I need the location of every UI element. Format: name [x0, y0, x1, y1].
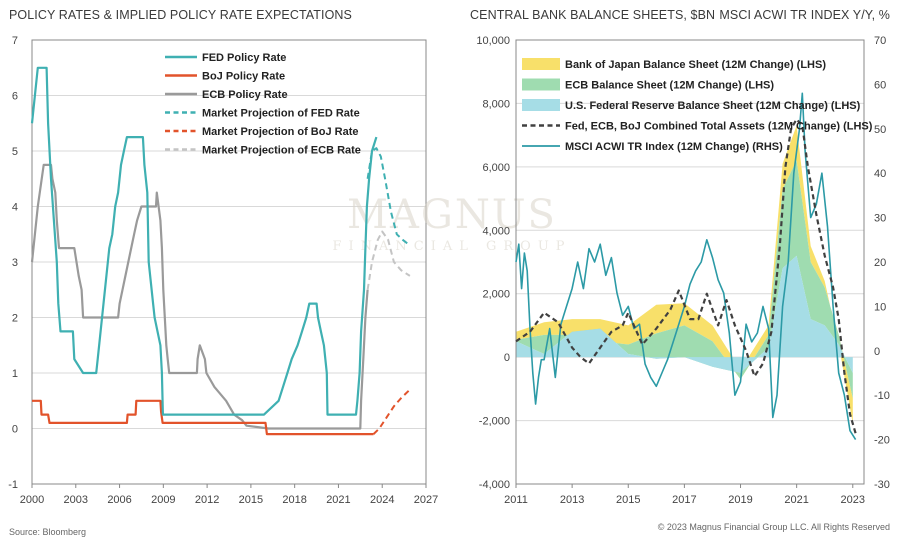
right-x-tick-label: 2013: [560, 494, 584, 506]
right-y-tick-label: 8,000: [482, 98, 510, 110]
right-y2-tick-label: 30: [874, 213, 886, 225]
right-legend-label: Bank of Japan Balance Sheet (12M Change)…: [565, 59, 826, 71]
source-note: Source: Bloomberg: [9, 527, 87, 537]
left-y-tick-label: -1: [8, 479, 18, 491]
right-y2-tick-label: 70: [874, 35, 886, 47]
left-x-tick-label: 2024: [370, 494, 394, 506]
right-y2-tick-label: 40: [874, 168, 886, 180]
left-y-tick-label: 2: [12, 313, 18, 325]
right-legend-label: ECB Balance Sheet (12M Change) (LHS): [565, 80, 774, 92]
right-x-tick-label: 2015: [616, 494, 640, 506]
right-x-tick-label: 2023: [841, 494, 865, 506]
fed-balance-area: [516, 255, 853, 373]
left-legend-label: Market Projection of FED Rate: [202, 108, 360, 120]
left-x-tick-label: 2012: [195, 494, 219, 506]
right-y2-tick-label: 60: [874, 79, 886, 91]
copyright-note: © 2023 Magnus Financial Group LLC. All R…: [657, 522, 890, 532]
right-y-tick-label: 6,000: [482, 162, 510, 174]
left-y-tick-label: 7: [12, 35, 18, 47]
right-y-tick-label: -4,000: [479, 479, 510, 491]
right-y2-tick-label: 0: [874, 346, 880, 358]
left-y-tick-label: 0: [12, 424, 18, 436]
right-y2-tick-label: 50: [874, 124, 886, 136]
right-y-tick-label: 2,000: [482, 289, 510, 301]
right-y2-tick-label: -20: [874, 435, 890, 447]
right-legend-label: Fed, ECB, BoJ Combined Total Assets (12M…: [565, 121, 873, 133]
right-y2-tick-label: -10: [874, 390, 890, 402]
watermark-subtitle: FINANCIAL GROUP: [332, 239, 571, 254]
left-x-tick-label: 2018: [282, 494, 306, 506]
left-series-line-0: [30, 66, 378, 416]
left-x-tick-label: 2006: [107, 494, 131, 506]
left-legend-label: FED Policy Rate: [202, 52, 286, 64]
left-series-line-4: [372, 388, 411, 435]
left-chart-title: POLICY RATES & IMPLIED POLICY RATE EXPEC…: [9, 8, 352, 22]
left-legend-label: BoJ Policy Rate: [202, 71, 285, 83]
left-y-tick-label: 3: [12, 257, 18, 269]
left-y-tick-label: 4: [12, 202, 18, 214]
left-legend-label: ECB Policy Rate: [202, 89, 288, 101]
left-y-tick-label: 5: [12, 146, 18, 158]
left-x-tick-label: 2003: [64, 494, 88, 506]
right-legend-label: U.S. Federal Reserve Balance Sheet (12M …: [565, 100, 861, 112]
right-axis-title: MSCI ACWI TR INDEX Y/Y, %: [719, 8, 890, 22]
right-y-tick-label: 10,000: [476, 35, 510, 47]
left-legend-label: Market Projection of ECB Rate: [202, 145, 361, 157]
left-x-tick-label: 2021: [326, 494, 350, 506]
left-x-tick-label: 2027: [414, 494, 438, 506]
right-legend-swatch: [522, 78, 560, 91]
right-x-tick-label: 2021: [784, 494, 808, 506]
right-y-tick-label: -2,000: [479, 416, 510, 428]
right-y-tick-label: 4,000: [482, 225, 510, 237]
left-series-line-2: [30, 163, 369, 430]
left-legend-label: Market Projection of BoJ Rate: [202, 126, 358, 138]
right-y2-tick-label: -30: [874, 479, 890, 491]
left-x-tick-label: 2009: [151, 494, 175, 506]
left-y-tick-label: 1: [12, 368, 18, 380]
left-x-tick-label: 2000: [20, 494, 44, 506]
left-series-line-1: [32, 399, 374, 436]
right-y-tick-label: 0: [504, 352, 510, 364]
watermark-brand: MAGNUS: [347, 192, 557, 238]
combined-assets-line: [515, 118, 857, 434]
right-legend-label: MSCI ACWI TR Index (12M Change) (RHS): [565, 141, 783, 153]
right-x-tick-label: 2019: [728, 494, 752, 506]
right-x-tick-label: 2017: [672, 494, 696, 506]
right-legend-swatch: [522, 58, 560, 70]
right-y2-tick-label: 10: [874, 301, 886, 313]
left-series-line-5: [366, 230, 411, 290]
left-x-tick-label: 2015: [239, 494, 263, 506]
right-x-tick-label: 2011: [504, 494, 528, 506]
right-legend-swatch: [522, 99, 560, 111]
msci-acwi-line: [515, 92, 857, 441]
left-series-line-3: [366, 147, 411, 247]
left-y-tick-label: 6: [12, 91, 18, 103]
right-chart-title: CENTRAL BANK BALANCE SHEETS, $BN: [470, 8, 716, 22]
right-y2-tick-label: 20: [874, 257, 886, 269]
